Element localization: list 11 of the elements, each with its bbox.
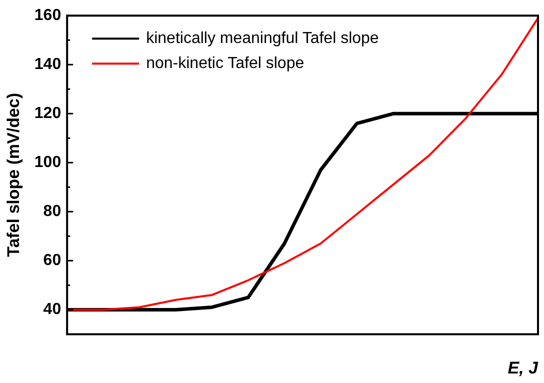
y-tick-label: 160 [34, 7, 62, 24]
y-tick-label: 80 [43, 203, 62, 220]
y-tick-label: 40 [43, 301, 62, 318]
y-tick-label: 140 [34, 56, 62, 74]
y-tick-label: 100 [34, 154, 62, 172]
y-axis-title: Tafel slope (mV/dec) [4, 92, 23, 257]
y-tick-label: 120 [34, 105, 62, 122]
legend-label: kinetically meaningful Tafel slope [146, 30, 379, 48]
y-tick-label: 60 [43, 252, 62, 270]
x-axis-title: E, J [508, 358, 539, 378]
legend-label: non-kinetic Tafel slope [146, 55, 304, 72]
